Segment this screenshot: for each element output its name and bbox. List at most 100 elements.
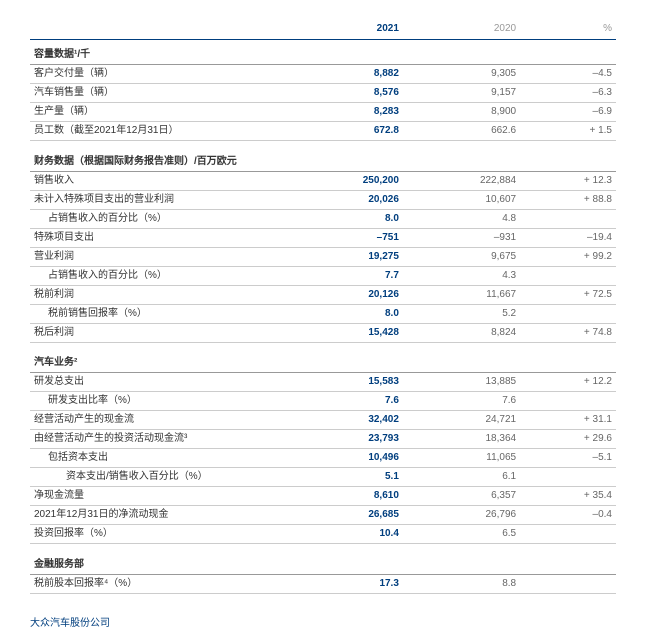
table-row: 净现金流量8,6106,357+ 35.4 — [30, 487, 616, 506]
cell-pct — [520, 574, 616, 593]
table-row: 客户交付量（辆）8,8829,305–4.5 — [30, 65, 616, 84]
row-label: 资本支出/销售收入百分比（%） — [30, 468, 307, 487]
table-row: 税前利润20,12611,667+ 72.5 — [30, 285, 616, 304]
section-title: 财务数据（根据国际财务报告准则）/百万欧元 — [30, 147, 616, 172]
row-label: 投资回报率（%） — [30, 525, 307, 544]
cell-2020: –931 — [403, 228, 520, 247]
cell-2021: 15,428 — [307, 323, 403, 342]
cell-2020: 9,305 — [403, 65, 520, 84]
table-row: 占销售收入的百分比（%）8.04.8 — [30, 209, 616, 228]
row-label: 汽车销售量（辆） — [30, 84, 307, 103]
cell-2020: 18,364 — [403, 430, 520, 449]
cell-2020: 6.1 — [403, 468, 520, 487]
cell-pct: –19.4 — [520, 228, 616, 247]
table-row: 2021年12月31日的净流动现金26,68526,796–0.4 — [30, 506, 616, 525]
row-label: 经营活动产生的现金流 — [30, 411, 307, 430]
row-label: 包括资本支出 — [30, 449, 307, 468]
cell-2020: 13,885 — [403, 373, 520, 392]
cell-2020: 8.8 — [403, 574, 520, 593]
table-row: 经营活动产生的现金流32,40224,721+ 31.1 — [30, 411, 616, 430]
cell-2021: 7.6 — [307, 392, 403, 411]
cell-2020: 6.5 — [403, 525, 520, 544]
table-row: 税前销售回报率（%）8.05.2 — [30, 304, 616, 323]
cell-pct — [520, 468, 616, 487]
table-row: 资本支出/销售收入百分比（%）5.16.1 — [30, 468, 616, 487]
cell-2020: 8,824 — [403, 323, 520, 342]
cell-2020: 9,675 — [403, 247, 520, 266]
table-row: 生产量（辆）8,2838,900–6.9 — [30, 103, 616, 122]
cell-2021: 19,275 — [307, 247, 403, 266]
section-header: 财务数据（根据国际财务报告准则）/百万欧元 — [30, 147, 616, 172]
cell-pct: –0.4 — [520, 506, 616, 525]
row-label: 税前股本回报率⁴（%） — [30, 574, 307, 593]
company-footer: 大众汽车股份公司 — [30, 614, 616, 629]
cell-pct — [520, 266, 616, 285]
table-row: 营业利润19,2759,675+ 99.2 — [30, 247, 616, 266]
cell-2021: 8.0 — [307, 304, 403, 323]
cell-pct — [520, 304, 616, 323]
header-2021: 2021 — [307, 20, 403, 40]
cell-2021: 8,283 — [307, 103, 403, 122]
row-label: 占销售收入的百分比（%） — [30, 209, 307, 228]
table-row: 投资回报率（%）10.46.5 — [30, 525, 616, 544]
cell-2020: 222,884 — [403, 171, 520, 190]
row-label: 未计入特殊项目支出的营业利润 — [30, 190, 307, 209]
cell-2020: 7.6 — [403, 392, 520, 411]
cell-pct: + 72.5 — [520, 285, 616, 304]
cell-2021: 32,402 — [307, 411, 403, 430]
cell-2020: 26,796 — [403, 506, 520, 525]
cell-pct — [520, 209, 616, 228]
cell-pct: + 99.2 — [520, 247, 616, 266]
cell-2021: 8,882 — [307, 65, 403, 84]
table-row: 占销售收入的百分比（%）7.74.3 — [30, 266, 616, 285]
cell-2021: 8,610 — [307, 487, 403, 506]
cell-2020: 4.3 — [403, 266, 520, 285]
cell-2021: 8.0 — [307, 209, 403, 228]
row-label: 销售收入 — [30, 171, 307, 190]
cell-2020: 4.8 — [403, 209, 520, 228]
section-title: 容量数据¹/千 — [30, 40, 616, 65]
cell-2021: 8,576 — [307, 84, 403, 103]
cell-2021: 10.4 — [307, 525, 403, 544]
cell-2020: 9,157 — [403, 84, 520, 103]
row-label: 净现金流量 — [30, 487, 307, 506]
cell-pct: + 35.4 — [520, 487, 616, 506]
row-label: 研发支出比率（%） — [30, 392, 307, 411]
section-header: 容量数据¹/千 — [30, 40, 616, 65]
cell-2021: 26,685 — [307, 506, 403, 525]
cell-pct: + 74.8 — [520, 323, 616, 342]
cell-pct: + 88.8 — [520, 190, 616, 209]
table-row: 由经营活动产生的投资活动现金流³23,79318,364+ 29.6 — [30, 430, 616, 449]
cell-2021: 17.3 — [307, 574, 403, 593]
table-row: 包括资本支出10,49611,065–5.1 — [30, 449, 616, 468]
table-row: 员工数（截至2021年12月31日）672.8662.6+ 1.5 — [30, 122, 616, 141]
table-row: 税前股本回报率⁴（%）17.38.8 — [30, 574, 616, 593]
row-label: 2021年12月31日的净流动现金 — [30, 506, 307, 525]
row-label: 生产量（辆） — [30, 103, 307, 122]
cell-2020: 11,667 — [403, 285, 520, 304]
cell-pct: + 12.3 — [520, 171, 616, 190]
row-label: 税后利润 — [30, 323, 307, 342]
cell-2020: 11,065 — [403, 449, 520, 468]
row-label: 由经营活动产生的投资活动现金流³ — [30, 430, 307, 449]
cell-pct — [520, 392, 616, 411]
header-2020: 2020 — [403, 20, 520, 40]
cell-pct: –4.5 — [520, 65, 616, 84]
cell-2021: 672.8 — [307, 122, 403, 141]
cell-pct — [520, 525, 616, 544]
section-title: 汽车业务² — [30, 348, 616, 373]
table-row: 汽车销售量（辆）8,5769,157–6.3 — [30, 84, 616, 103]
cell-2021: 23,793 — [307, 430, 403, 449]
cell-2021: 20,126 — [307, 285, 403, 304]
table-row: 销售收入250,200222,884+ 12.3 — [30, 171, 616, 190]
cell-2020: 8,900 — [403, 103, 520, 122]
cell-pct: –5.1 — [520, 449, 616, 468]
section-header: 金融服务部 — [30, 550, 616, 575]
row-label: 员工数（截至2021年12月31日） — [30, 122, 307, 141]
row-label: 特殊项目支出 — [30, 228, 307, 247]
header-blank — [30, 20, 307, 40]
row-label: 占销售收入的百分比（%） — [30, 266, 307, 285]
cell-2021: 15,583 — [307, 373, 403, 392]
table-row: 未计入特殊项目支出的营业利润20,02610,607+ 88.8 — [30, 190, 616, 209]
header-pct: % — [520, 20, 616, 40]
